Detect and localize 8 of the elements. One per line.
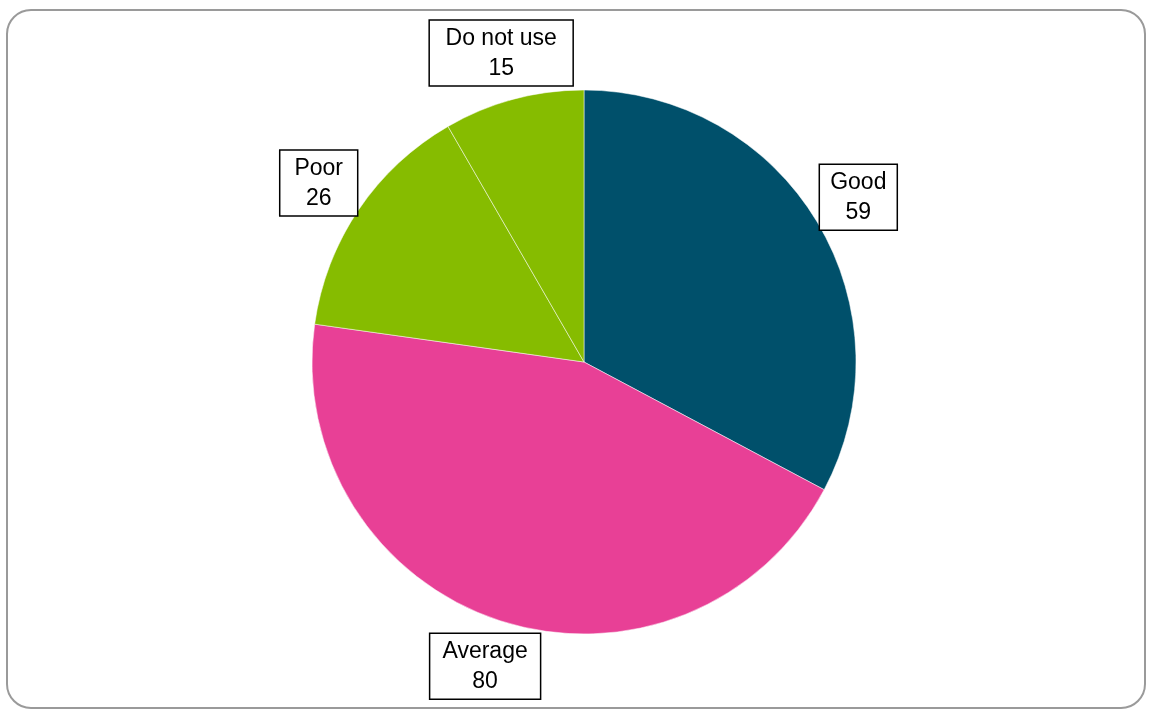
slice-label: Poor bbox=[294, 154, 344, 181]
slice-label: Average bbox=[442, 637, 528, 664]
data-label: 15 bbox=[488, 53, 514, 80]
data-label: 26 bbox=[305, 184, 332, 211]
slice-label: Do not use bbox=[445, 23, 557, 50]
data-label: 80 bbox=[472, 667, 498, 694]
slice-label: Good bbox=[830, 168, 887, 195]
data-label: 59 bbox=[845, 198, 872, 225]
